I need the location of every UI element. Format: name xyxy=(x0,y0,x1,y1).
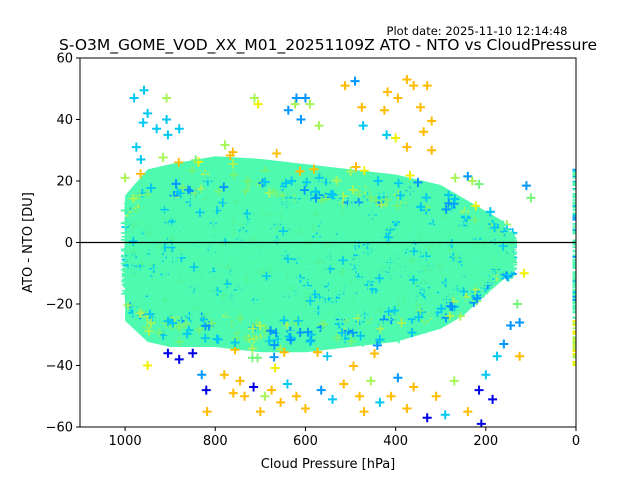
data-point xyxy=(233,318,243,328)
data-point xyxy=(389,320,399,330)
data-point xyxy=(165,330,175,340)
data-point xyxy=(187,165,197,175)
data-point xyxy=(444,190,454,200)
data-point xyxy=(362,329,372,339)
data-point xyxy=(143,189,153,199)
data-point xyxy=(471,201,481,211)
data-point xyxy=(421,193,431,203)
data-point xyxy=(210,167,220,177)
data-point xyxy=(272,148,282,158)
chart-subtitle: Plot date: 2025-11-10 12:14:48 xyxy=(387,24,568,38)
data-point xyxy=(174,337,184,347)
data-point xyxy=(148,324,158,334)
data-point xyxy=(199,314,209,324)
data-point xyxy=(340,300,350,310)
data-point xyxy=(394,178,404,188)
chart-title: S-O3M_GOME_VOD_XX_M01_20251109Z ATO - NT… xyxy=(59,36,597,55)
data-point xyxy=(152,313,162,323)
data-point xyxy=(477,214,487,224)
data-point xyxy=(348,328,358,338)
data-point xyxy=(303,327,313,337)
data-point xyxy=(235,313,245,323)
data-point xyxy=(479,288,489,298)
data-point xyxy=(300,332,310,342)
data-point xyxy=(304,192,314,202)
data-point xyxy=(371,316,381,326)
data-point xyxy=(269,340,279,350)
data-points xyxy=(120,140,576,373)
data-point xyxy=(340,179,350,189)
data-point xyxy=(156,188,166,198)
data-point xyxy=(303,170,313,180)
data-point xyxy=(356,331,366,341)
data-point xyxy=(201,194,211,204)
data-point xyxy=(292,179,302,189)
